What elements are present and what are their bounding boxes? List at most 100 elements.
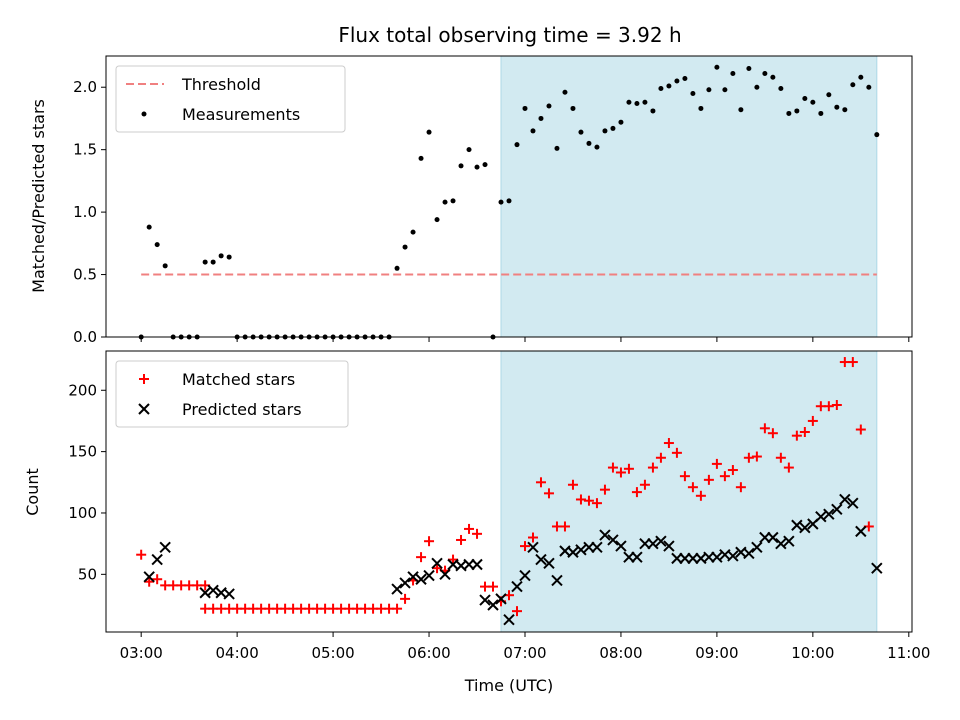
predicted-star-point [495, 593, 507, 605]
legend-label: Predicted stars [182, 400, 302, 419]
predicted-marker-b [503, 614, 515, 626]
measurement-point [562, 89, 568, 95]
x-tick-label: 07:00 [503, 644, 546, 662]
measurement-point [666, 83, 672, 89]
legend-label: Matched stars [182, 370, 295, 389]
x-tick-label: 06:00 [407, 644, 450, 662]
measurement-point [834, 104, 840, 110]
predicted-marker-b [615, 540, 627, 552]
y-tick-label: 100 [68, 504, 97, 522]
predicted-star-point [647, 537, 659, 550]
predicted-marker-b [783, 535, 795, 547]
predicted-marker-b [599, 529, 611, 541]
predicted-marker-b [815, 510, 827, 523]
predicted-marker-b [495, 593, 507, 605]
matched-star-point [743, 452, 754, 463]
x-tick-label: 03:00 [120, 644, 163, 662]
predicted-marker-b [855, 525, 867, 538]
matched-star-point [599, 484, 610, 495]
matched-star-point [144, 576, 155, 587]
measurement-point [826, 92, 832, 98]
top-axis-ticks: 0.0 0.5 1.0 1.5 2.0 [73, 78, 910, 346]
predicted-star-point [767, 531, 779, 544]
matched-star-point [392, 603, 403, 614]
predicted-marker-b [775, 537, 787, 550]
predicted-marker-b [391, 583, 403, 595]
bottom-axes-frame [105, 350, 913, 633]
matched-star-point [655, 452, 666, 463]
bottom-ylabel: Count [23, 468, 42, 516]
matched-star-point [575, 494, 586, 505]
y-tick-label: 2.0 [73, 78, 97, 96]
predicted-marker-b [407, 571, 419, 583]
measurement-point [442, 199, 448, 205]
y-tick-label: 200 [68, 381, 97, 399]
predicted-star-point [223, 588, 235, 600]
legend-predicted-swatch-b [138, 403, 150, 415]
predicted-marker-b [423, 569, 435, 582]
matched-star-point [152, 574, 163, 585]
predicted-star-point [631, 551, 643, 563]
predicted-star-point [407, 571, 419, 583]
measurement-point [474, 164, 480, 170]
predicted-marker-b [767, 531, 779, 544]
matched-star-point [767, 428, 778, 439]
predicted-marker-b [399, 577, 411, 589]
matched-star-point [456, 534, 467, 545]
predicted-marker-b [847, 497, 859, 509]
measurement-point [818, 110, 824, 116]
y-tick-label: 0.0 [73, 328, 97, 346]
predicted-marker-b [567, 546, 579, 558]
predicted-marker-b [223, 588, 235, 600]
measurement-point [418, 155, 424, 161]
matched-star-point [424, 536, 435, 547]
predicted-star-point [615, 540, 627, 552]
predicted-star-point [535, 553, 547, 566]
predicted-marker-b [799, 521, 811, 534]
predicted-marker-b [607, 534, 619, 546]
measurement-point [770, 74, 776, 80]
y-tick-label: 1.0 [73, 203, 97, 221]
legend-box [115, 65, 346, 133]
measurement-point [578, 129, 584, 135]
predicted-star-point [575, 544, 587, 556]
measurement-point [602, 128, 608, 134]
measurement-point [610, 125, 616, 131]
predicted-star-point [399, 577, 411, 589]
measurement-point [146, 224, 152, 230]
predicted-star-point [751, 541, 763, 554]
matched-star-point [663, 438, 674, 449]
measurement-point [738, 107, 744, 113]
matched-star-point [567, 479, 578, 490]
predicted-star-point [543, 557, 555, 569]
predicted-star-point [711, 551, 723, 563]
measurement-point [658, 85, 664, 91]
matched-star-point [583, 495, 594, 506]
measurement-point [218, 253, 224, 259]
measurement-point [858, 74, 864, 80]
measurement-point [802, 95, 808, 101]
predicted-star-point [847, 497, 859, 509]
measurement-point [746, 65, 752, 71]
bottom-shaded-interval [500, 350, 878, 633]
x-tick-label: 08:00 [599, 644, 642, 662]
y-tick-label: 50 [78, 565, 97, 583]
predicted-star-point [791, 519, 803, 531]
matched-star-point [639, 479, 650, 490]
measurement-point [762, 70, 768, 76]
predicted-marker-b [207, 584, 219, 596]
matched-star-point [432, 563, 443, 574]
matched-star-point [400, 593, 411, 604]
legend-measurement-swatch [141, 111, 147, 117]
predicted-star-point [487, 599, 499, 611]
measurement-point [650, 108, 656, 114]
predicted-star-point [663, 540, 675, 552]
predicted-marker-b [839, 493, 851, 506]
y-tick-label: 0.5 [73, 266, 97, 284]
predicted-star-point [527, 541, 539, 554]
measurement-point [402, 244, 408, 250]
legend-label: Measurements [182, 105, 300, 124]
matched-star-point [695, 490, 706, 501]
predicted-star-point [799, 521, 811, 534]
